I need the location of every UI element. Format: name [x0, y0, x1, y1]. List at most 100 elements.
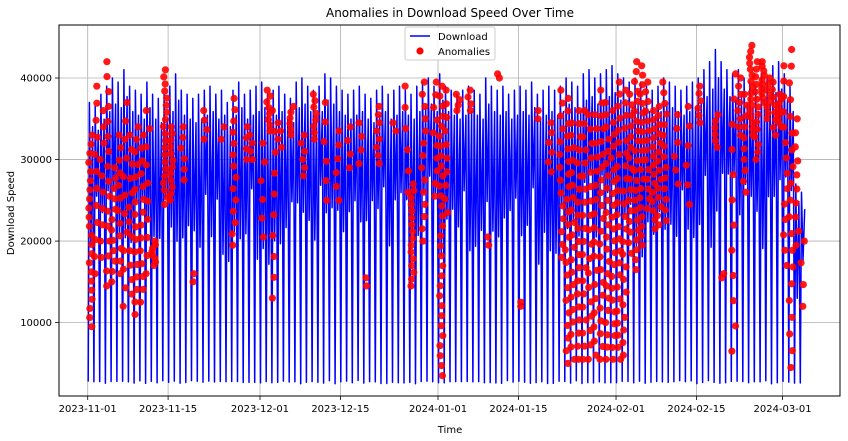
anomaly-point	[438, 212, 447, 220]
anomaly-point	[568, 169, 576, 177]
anomaly-point	[270, 190, 278, 198]
anomaly-point	[567, 343, 575, 351]
anomaly-point	[786, 96, 795, 104]
x-tick-label: 2023-12-15	[311, 404, 369, 415]
anomaly-point	[453, 107, 461, 115]
anomaly-point	[86, 304, 94, 312]
anomaly-point	[420, 139, 428, 147]
anomaly-point	[114, 207, 122, 215]
anomaly-point	[786, 196, 794, 204]
anomaly-point	[161, 158, 169, 166]
anomaly-point	[556, 138, 564, 146]
anomaly-point	[582, 316, 590, 324]
anomaly-point	[558, 99, 567, 107]
anomaly-point	[98, 172, 106, 180]
anomaly-point	[643, 175, 652, 183]
anomaly-point	[754, 103, 762, 111]
anomaly-point	[104, 207, 112, 215]
anomaly-point	[596, 253, 604, 261]
anomaly-point	[608, 284, 616, 292]
anomaly-point	[592, 196, 600, 204]
anomaly-point	[161, 66, 169, 74]
anomaly-point	[179, 123, 187, 131]
anomaly-point	[437, 322, 445, 330]
anomaly-point	[736, 98, 744, 107]
anomaly-point	[613, 307, 621, 315]
anomaly-point	[167, 176, 175, 184]
anomaly-point	[638, 128, 647, 136]
anomaly-point	[437, 142, 445, 150]
anomaly-point	[574, 224, 582, 232]
anomaly-point	[603, 245, 611, 253]
anomaly-point	[597, 266, 605, 274]
anomaly-point	[728, 196, 736, 204]
anomaly-point	[590, 238, 598, 246]
anomaly-point	[168, 183, 176, 191]
anomaly-point	[783, 185, 791, 193]
anomaly-point	[93, 99, 101, 107]
anomaly-point	[243, 155, 251, 164]
anomaly-point	[737, 74, 745, 82]
anomaly-point	[578, 251, 587, 259]
anomaly-point	[436, 352, 444, 360]
anomaly-point	[590, 323, 598, 331]
anomaly-point	[752, 155, 760, 164]
anomaly-point	[231, 106, 239, 114]
anomaly-point	[86, 177, 95, 185]
anomaly-point	[556, 176, 565, 184]
anomaly-point	[711, 124, 719, 132]
anomaly-point	[289, 102, 298, 111]
anomaly-point	[596, 355, 604, 363]
anomaly-point	[746, 107, 754, 115]
anomaly-point	[323, 196, 331, 204]
anomaly-point	[741, 123, 749, 131]
anomaly-point	[404, 188, 412, 196]
anomaly-point	[590, 309, 598, 317]
anomaly-point	[408, 261, 416, 270]
anomaly-point	[407, 200, 415, 208]
anomaly-point	[146, 125, 154, 133]
anomaly-point	[375, 135, 383, 143]
anomaly-point	[442, 141, 450, 149]
anomaly-point	[441, 127, 449, 135]
anomaly-point	[133, 273, 141, 281]
anomaly-point	[558, 253, 566, 261]
anomaly-point	[579, 355, 587, 363]
anomaly-point	[800, 237, 808, 245]
anomaly-point	[748, 41, 756, 50]
anomaly-point	[436, 292, 444, 300]
anomaly-point	[123, 228, 131, 236]
x-axis-label: Time	[437, 425, 462, 436]
y-axis: 10000 20000 30000 40000	[20, 74, 59, 329]
anomaly-point	[615, 150, 623, 158]
anomaly-point	[747, 77, 755, 85]
anomaly-point	[116, 219, 124, 227]
anomaly-point	[590, 210, 598, 218]
anomaly-point	[621, 313, 629, 321]
anomaly-point	[559, 240, 567, 249]
anomaly-point	[597, 176, 606, 184]
anomaly-point	[567, 131, 575, 139]
anomaly-point	[575, 316, 584, 324]
anomaly-point	[564, 145, 572, 153]
anomaly-point	[547, 119, 555, 127]
anomaly-point	[684, 142, 692, 150]
anomaly-point	[619, 250, 627, 258]
anomaly-point	[87, 277, 95, 285]
anomaly-point	[322, 157, 330, 165]
anomaly-point	[248, 139, 256, 147]
anomaly-point	[728, 246, 736, 254]
anomaly-point	[741, 166, 749, 174]
anomaly-point	[217, 135, 225, 143]
anomaly-point	[596, 189, 605, 197]
y-tick-label: 30000	[20, 155, 52, 166]
anomaly-point	[431, 192, 439, 200]
x-axis: 2023-11-01 2023-11-15 2023-12-01 2023-12-15…	[59, 396, 812, 415]
anomaly-point	[792, 241, 800, 249]
download-series	[87, 48, 806, 385]
anomaly-point	[660, 121, 668, 129]
anomaly-point	[259, 233, 267, 241]
anomaly-point	[587, 168, 595, 176]
anomaly-point	[430, 103, 438, 111]
anomaly-point	[332, 182, 340, 190]
